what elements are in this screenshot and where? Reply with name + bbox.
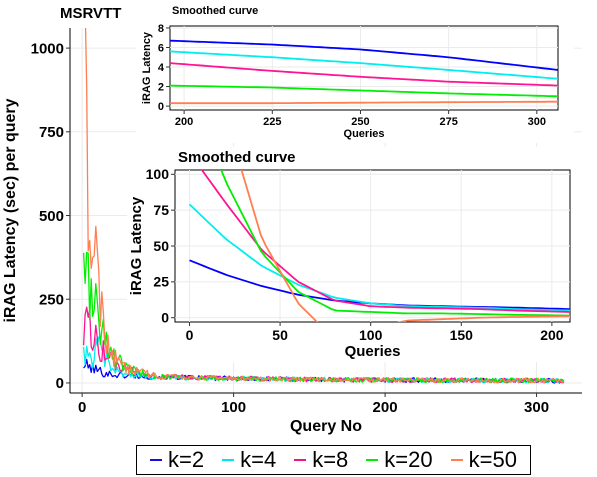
- legend-label: k=2: [168, 447, 205, 472]
- x-tick-label: 200: [175, 116, 193, 128]
- y-tick-label: 2: [158, 81, 164, 93]
- y-tick-label: 1000: [31, 40, 64, 57]
- x-tick-label: 200: [373, 399, 398, 416]
- series-group: [188, 170, 570, 322]
- y-tick-label: 0: [161, 310, 169, 326]
- x-tick-label: 275: [439, 116, 457, 128]
- legend-swatch: [222, 459, 235, 461]
- chart-title: MSRVTT: [60, 5, 121, 22]
- y-tick-label: 0: [158, 101, 164, 113]
- series-line-k50: [170, 100, 558, 105]
- legend-label: k=50: [468, 447, 517, 472]
- legend-item-k20: k=20: [366, 447, 433, 473]
- x-tick-label: 300: [524, 399, 549, 416]
- series-line-k20: [220, 170, 570, 317]
- legend-swatch: [366, 459, 379, 461]
- series-group: [82, 28, 565, 384]
- y-axis-label: iRAG Latency: [141, 31, 153, 104]
- y-tick-label: 500: [39, 208, 64, 225]
- legend: k=2 k=4 k=8 k=20 k=50: [136, 445, 531, 475]
- y-tick-label: 4: [158, 62, 165, 74]
- series-line-k50: [240, 170, 570, 322]
- y-tick-label: 6: [158, 42, 164, 54]
- x-axis-label: Queries: [344, 128, 385, 140]
- plot-border: [169, 25, 559, 111]
- grid: [170, 26, 558, 110]
- series-line-k20: [170, 84, 558, 98]
- y-tick-label: 25: [153, 274, 169, 290]
- x-axis-label: Query No: [290, 418, 362, 435]
- x-tick-label: 100: [359, 327, 383, 343]
- legend-swatch: [294, 459, 307, 461]
- legend-swatch: [450, 459, 463, 461]
- legend-item-k4: k=4: [222, 447, 276, 473]
- x-tick-label: 0: [78, 399, 86, 416]
- x-tick-label: 100: [221, 399, 246, 416]
- y-tick-label: 750: [39, 124, 64, 141]
- y-axis-label: iRAG Latency (sec) per query: [2, 98, 19, 322]
- x-axis-label: Queries: [345, 343, 401, 360]
- series-line-k4: [188, 203, 570, 312]
- series-line-k4: [170, 50, 558, 80]
- series-line-k8: [200, 170, 570, 313]
- y-tick-label: 250: [39, 291, 64, 308]
- series-group: [170, 39, 558, 105]
- y-tick-label: 100: [146, 166, 170, 182]
- legend-swatch: [150, 459, 162, 461]
- x-tick-label: 0: [186, 327, 194, 343]
- chart-title: Smoothed curve: [172, 5, 258, 17]
- x-tick-label: 225: [263, 116, 281, 128]
- chart-title: Smoothed curve: [178, 149, 296, 166]
- x-tick-label: 150: [450, 327, 474, 343]
- y-tick-label: 50: [153, 238, 169, 254]
- legend-label: k=8: [312, 447, 349, 472]
- y-tick-label: 75: [153, 202, 169, 218]
- series-line-k50: [84, 28, 565, 384]
- legend-label: k=4: [240, 447, 277, 472]
- legend-label: k=20: [384, 447, 433, 472]
- inset-chart-top: 200 225 250 275 300 0 2 4 6 8 Queries iRAG Latency S…: [136, 3, 574, 143]
- x-tick-label: 300: [528, 116, 546, 128]
- legend-item-k50: k=50: [450, 447, 517, 473]
- x-tick-label: 250: [351, 116, 369, 128]
- x-tick-label: 200: [540, 327, 564, 343]
- legend-item-k2: k=2: [150, 447, 204, 473]
- series-line-k8: [170, 62, 558, 87]
- y-tick-label: 0: [56, 375, 64, 392]
- series-line-k2: [170, 39, 558, 71]
- legend-item-k8: k=8: [294, 447, 348, 473]
- x-tick-label: 50: [272, 327, 288, 343]
- y-tick-label: 8: [158, 23, 164, 35]
- y-axis-label: iRAG Latency: [128, 196, 145, 295]
